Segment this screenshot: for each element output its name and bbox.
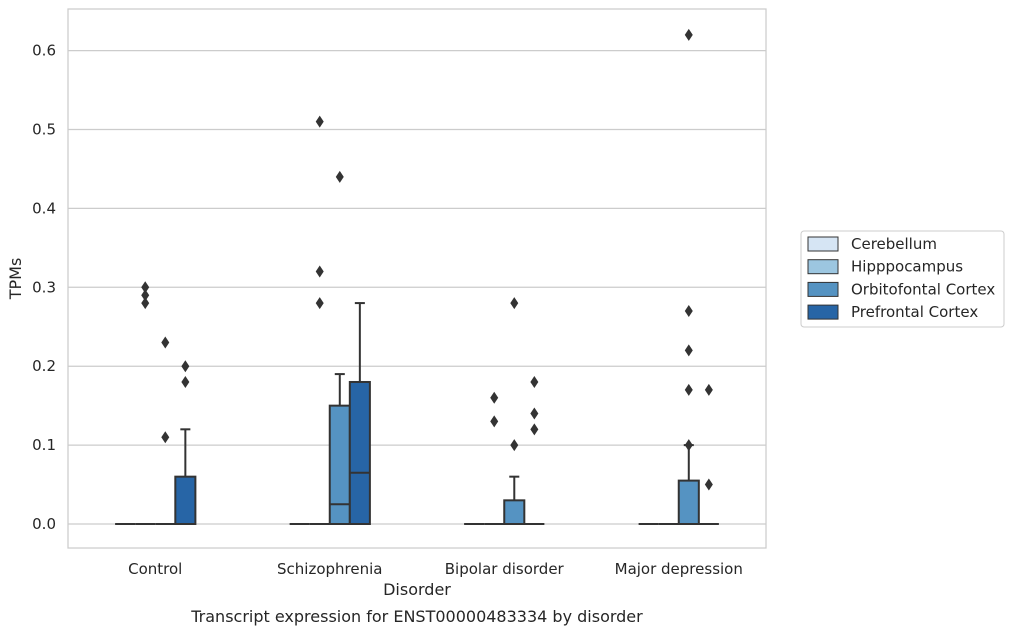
x-tick-label: Control: [128, 560, 182, 578]
legend-item: Orbitofontal Cortex: [807, 280, 995, 298]
outlier-point: [530, 407, 539, 420]
outlier-point: [704, 478, 713, 491]
box: [503, 475, 526, 525]
outlier-point: [161, 431, 170, 444]
box-body: [348, 380, 371, 526]
outlier-point: [510, 439, 519, 452]
y-tick-label: 0.4: [32, 199, 56, 217]
legend-frame: [800, 230, 1005, 328]
outlier-point: [704, 383, 713, 396]
y-tick-label: 0.1: [32, 436, 56, 454]
x-tick-labels: Control Schizophrenia Bipolar disorder Majo…: [128, 560, 743, 578]
outlier-point: [684, 304, 693, 317]
x-tick-label: Schizophrenia: [277, 560, 382, 578]
plot-background: [68, 9, 766, 548]
legend: Cerebellum Hipppocampus Orbitofontal Corte…: [800, 230, 1005, 328]
box: [174, 428, 197, 526]
outlier-point: [510, 297, 519, 310]
outlier-point: [335, 170, 344, 183]
legend-label: Hipppocampus: [851, 258, 963, 276]
outlier-point: [181, 360, 190, 373]
y-axis-label: TPMs: [6, 258, 25, 301]
outlier-point: [141, 297, 150, 310]
legend-swatch: [807, 236, 839, 252]
box-body: [677, 479, 700, 526]
box: [348, 302, 371, 526]
legend-label: Prefrontal Cortex: [851, 303, 978, 321]
outlier-point: [490, 391, 499, 404]
legend-swatch: [807, 259, 839, 275]
outlier-point: [141, 289, 150, 302]
y-tick-label: 0.5: [32, 121, 56, 139]
outlier-point: [315, 115, 324, 128]
y-tick-label: 0.6: [32, 42, 56, 60]
x-tick-label: Bipolar disorder: [445, 560, 565, 578]
legend-label: Cerebellum: [851, 235, 937, 253]
x-tick-label: Major depression: [615, 560, 743, 578]
legend-item: Hipppocampus: [807, 258, 963, 276]
outlier-point: [530, 375, 539, 388]
outlier-point: [490, 415, 499, 428]
legend-swatch: [807, 304, 839, 320]
x-axis-label: Disorder: [383, 580, 451, 599]
y-tick-label: 0.0: [32, 515, 56, 533]
outlier-point: [684, 28, 693, 41]
y-tick-label: 0.2: [32, 357, 56, 375]
plot-frame: [67, 8, 767, 549]
outlier-point: [684, 383, 693, 396]
outlier-point: [684, 344, 693, 357]
box-body: [174, 475, 197, 526]
box-body: [503, 499, 526, 525]
box-body: [328, 404, 351, 525]
y-tick-label: 0.3: [32, 278, 56, 296]
legend-item: Prefrontal Cortex: [807, 303, 978, 321]
legend-item: Cerebellum: [807, 235, 937, 253]
y-tick-labels: 0.0 0.1 0.2 0.3 0.4 0.5 0.6: [32, 42, 56, 533]
outlier-points: [141, 28, 713, 491]
outlier-point: [530, 423, 539, 436]
outlier-point: [141, 281, 150, 294]
legend-label: Orbitofontal Cortex: [851, 280, 995, 298]
outlier-point: [684, 439, 693, 452]
legend-swatch: [807, 281, 839, 297]
outlier-point: [181, 375, 190, 388]
chart-caption: Transcript expression for ENST0000048333…: [190, 607, 643, 626]
outlier-point: [315, 265, 324, 278]
outlier-point: [161, 336, 170, 349]
outlier-point: [315, 297, 324, 310]
box-groups: [115, 302, 719, 526]
